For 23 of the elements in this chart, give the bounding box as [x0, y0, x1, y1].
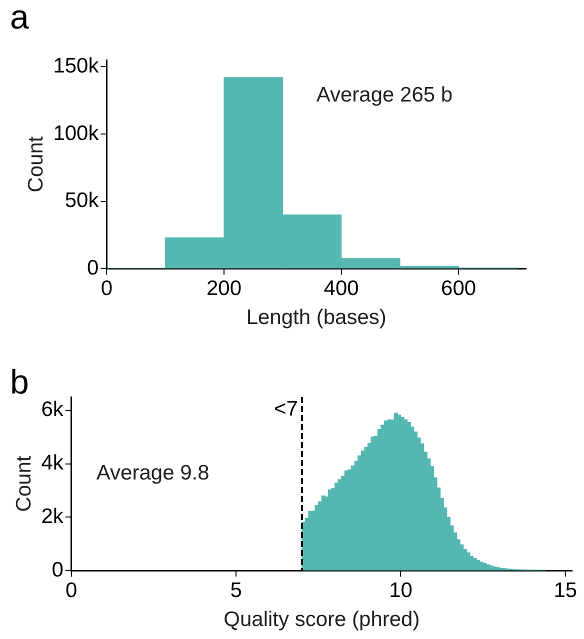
chart-title: b: [10, 363, 29, 402]
x-axis-title: Length (bases): [246, 306, 386, 330]
x-tick-label: 200: [206, 276, 242, 300]
chart-title: a: [10, 0, 29, 36]
annotation: Average 265 b: [316, 83, 453, 106]
x-tick-label: 400: [324, 276, 359, 300]
y-axis-title: Count: [24, 136, 48, 192]
y-tick-label: 0: [87, 256, 99, 280]
y-tick-label: 100k: [53, 122, 100, 145]
x-tick-label: 15: [554, 578, 578, 602]
y-tick-label: 150k: [53, 54, 100, 78]
y-tick-label: 2k: [41, 504, 64, 528]
y-tick-label: 50k: [64, 189, 100, 212]
y-tick-label: 6k: [41, 398, 64, 422]
x-tick-label: 10: [389, 578, 412, 602]
y-tick-label: 4k: [41, 452, 64, 475]
x-tick-label: 5: [230, 578, 242, 602]
y-tick-label: 0: [52, 558, 64, 582]
y-axis-title: Count: [12, 456, 36, 512]
x-tick-label: 600: [441, 276, 476, 300]
x-axis-title: Quality score (phred): [224, 608, 420, 632]
ref-line-label: <7: [274, 397, 298, 420]
annotation: Average 9.8: [96, 461, 210, 484]
